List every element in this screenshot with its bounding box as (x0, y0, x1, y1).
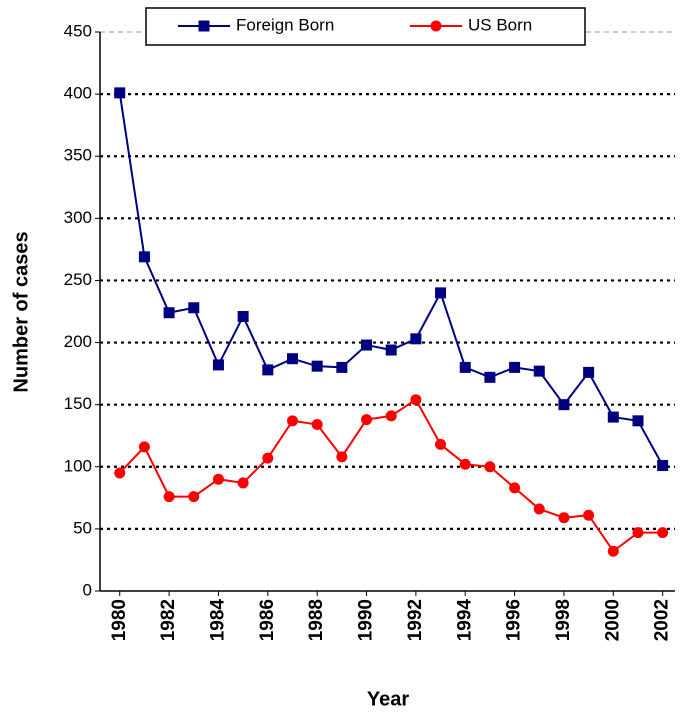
legend: Foreign Born US Born (145, 7, 586, 46)
marker (632, 415, 644, 427)
series-line (118, 92, 664, 467)
x-tick-label: 1982 (158, 599, 179, 641)
marker (212, 359, 224, 371)
y-tick-label: 250 (64, 270, 92, 289)
marker (484, 461, 496, 473)
marker (607, 545, 619, 557)
marker (459, 458, 471, 470)
x-tick-label: 1990 (356, 599, 377, 641)
x-tick-label: 1984 (207, 599, 228, 642)
marker (385, 344, 397, 356)
marker (435, 287, 447, 299)
marker (188, 491, 200, 503)
marker (533, 365, 545, 377)
y-tick-label: 0 (83, 580, 92, 599)
y-tick-label: 350 (64, 146, 92, 165)
marker (188, 302, 200, 314)
marker (311, 360, 323, 372)
marker (361, 339, 373, 351)
marker (286, 353, 298, 365)
marker (607, 411, 619, 423)
y-axis-label: Number of cases (10, 231, 32, 392)
marker (583, 366, 595, 378)
marker (138, 441, 150, 453)
marker (237, 477, 249, 489)
y-tick-label: 400 (64, 84, 92, 103)
x-tick-label: 1996 (504, 599, 525, 641)
marker (558, 399, 570, 411)
x-tick-label: 1994 (454, 599, 475, 642)
marker (262, 452, 274, 464)
series-line (119, 398, 663, 553)
marker (163, 491, 175, 503)
x-tick-label: 1998 (553, 599, 574, 641)
marker (114, 87, 126, 99)
marker (114, 467, 126, 479)
marker (336, 451, 348, 463)
marker (410, 394, 422, 406)
marker (558, 512, 570, 524)
marker (212, 473, 224, 485)
x-tick-label: 1980 (109, 599, 130, 641)
y-tick-label: 200 (64, 332, 92, 351)
marker (459, 361, 471, 373)
marker (198, 20, 210, 32)
x-tick-label: 1992 (405, 599, 426, 641)
marker (336, 361, 348, 373)
marker (657, 460, 669, 472)
marker (484, 371, 496, 383)
marker (163, 307, 175, 319)
marker (361, 414, 373, 426)
marker (430, 20, 442, 32)
x-axis-label: Year (367, 688, 409, 710)
marker (385, 410, 397, 422)
marker (435, 438, 447, 450)
marker (632, 527, 644, 539)
y-tick-label: 300 (64, 208, 92, 227)
marker (138, 251, 150, 263)
marker (657, 527, 669, 539)
marker (237, 310, 249, 322)
marker (509, 482, 521, 494)
marker (262, 364, 274, 376)
x-tick-label: 2000 (602, 599, 623, 641)
legend-label: US Born (468, 15, 532, 34)
marker (311, 419, 323, 431)
marker (509, 361, 521, 373)
y-tick-label: 150 (64, 394, 92, 413)
y-tick-label: 50 (73, 518, 92, 537)
y-tick-label: 450 (64, 21, 92, 40)
y-tick-label: 100 (64, 456, 92, 475)
legend-label: Foreign Born (236, 15, 334, 34)
x-tick-label: 2002 (652, 599, 673, 641)
marker (410, 333, 422, 345)
x-tick-label: 1986 (257, 599, 278, 641)
marker (583, 509, 595, 521)
marker (286, 415, 298, 427)
marker (533, 503, 545, 515)
x-tick-label: 1988 (306, 599, 327, 641)
